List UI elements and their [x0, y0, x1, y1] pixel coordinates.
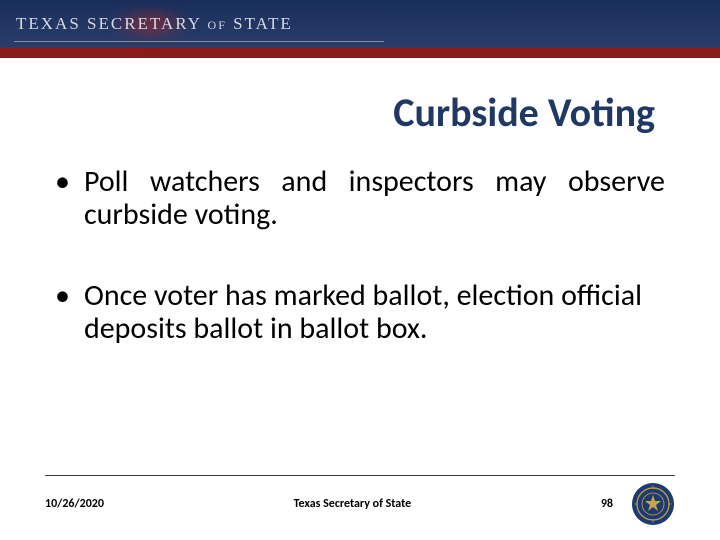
header-band: TEXAS SECRETARY of STATE: [0, 0, 720, 48]
footer-date: 10/26/2020: [45, 497, 104, 511]
footer-row: 10/26/2020 Texas Secretary of State 98: [45, 482, 675, 526]
list-item: • Poll watchers and inspectors may obser…: [55, 165, 665, 231]
slide-title: Curbside Voting: [55, 88, 665, 137]
footer-center-text: Texas Secretary of State: [104, 497, 601, 511]
slide-footer: 10/26/2020 Texas Secretary of State 98: [0, 475, 720, 526]
list-item: • Once voter has marked ballot, election…: [55, 279, 665, 345]
bullet-icon: •: [55, 279, 70, 345]
page-number: 98: [601, 497, 613, 511]
header-red-stripe: [0, 48, 720, 58]
footer-divider: [45, 475, 675, 476]
header-underline: [14, 41, 384, 42]
slide-content: Curbside Voting • Poll watchers and insp…: [0, 58, 720, 345]
bullet-text: Once voter has marked ballot, election o…: [84, 279, 665, 345]
bullet-list: • Poll watchers and inspectors may obser…: [55, 165, 665, 345]
state-seal-icon: [631, 482, 675, 526]
bullet-text: Poll watchers and inspectors may observe…: [84, 165, 665, 231]
footer-right: 98: [601, 482, 675, 526]
bullet-icon: •: [55, 165, 70, 231]
header-org-name: TEXAS SECRETARY of STATE: [16, 14, 293, 34]
